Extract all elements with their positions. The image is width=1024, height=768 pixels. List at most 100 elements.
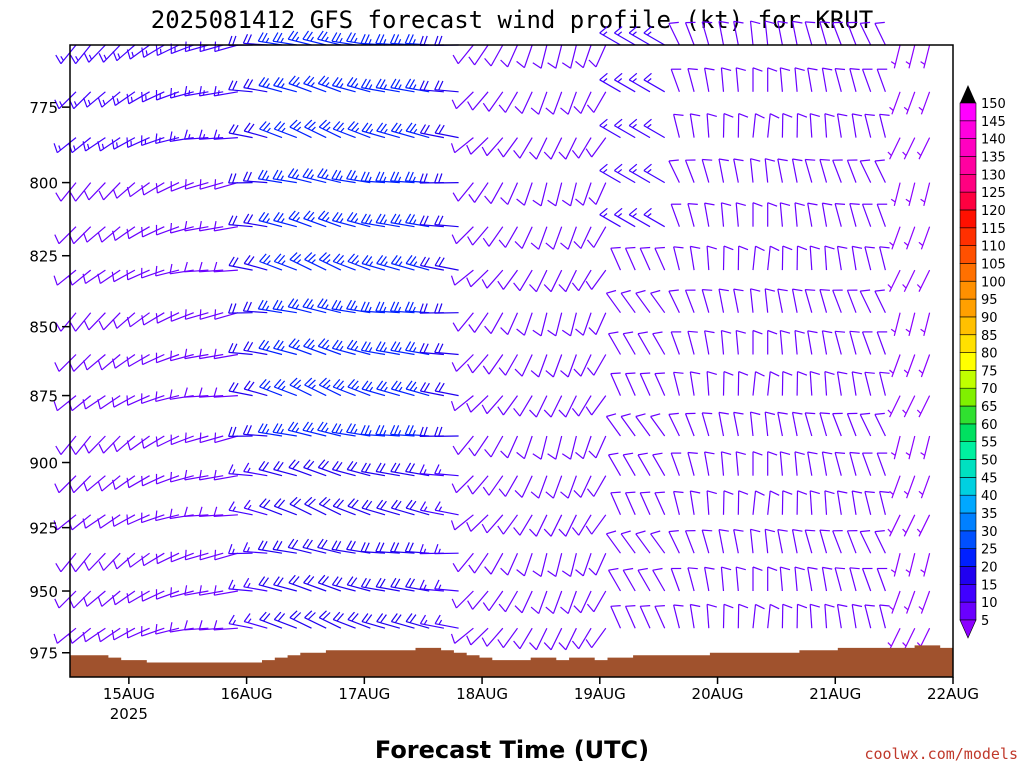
colorbar-segment xyxy=(959,352,977,371)
wind-barb xyxy=(466,514,489,532)
wind-barb xyxy=(332,253,356,271)
wind-barb xyxy=(452,312,474,332)
wind-barb xyxy=(242,171,268,184)
credit-link[interactable]: coolwx.com/models xyxy=(864,745,1018,763)
wind-barb xyxy=(547,553,563,577)
wind-barb xyxy=(781,245,793,271)
wind-barb xyxy=(836,603,848,629)
wind-barb xyxy=(126,395,150,406)
wind-barb xyxy=(434,544,459,555)
wind-barb xyxy=(112,312,136,329)
wind-barb xyxy=(83,44,106,63)
wind-barb xyxy=(450,269,474,286)
wind-barb xyxy=(126,353,150,368)
wind-barb xyxy=(905,435,916,460)
wind-barb xyxy=(317,210,342,228)
wind-barb xyxy=(781,113,793,138)
wind-barb xyxy=(390,577,415,592)
wind-barb xyxy=(331,576,356,592)
wind-barb xyxy=(733,529,744,554)
wind-barb xyxy=(735,202,746,227)
wind-barb xyxy=(599,118,621,139)
wind-barb xyxy=(213,348,239,360)
colorbar-label: 85 xyxy=(981,329,998,344)
wind-barb xyxy=(887,137,901,160)
wind-barb xyxy=(54,226,77,245)
wind-barb xyxy=(405,255,430,271)
wind-barb xyxy=(543,627,563,651)
wind-barb xyxy=(361,499,386,516)
wind-barb xyxy=(302,538,327,554)
wind-barb xyxy=(184,309,209,320)
wind-barb xyxy=(466,137,489,155)
x-tick-label: 20AUG xyxy=(692,685,744,703)
wind-barb xyxy=(304,377,327,397)
wind-barb xyxy=(468,312,489,333)
colorbar-segment xyxy=(959,583,977,603)
wind-barb xyxy=(169,389,194,400)
wind-barb xyxy=(183,261,209,273)
wind-barb xyxy=(360,542,386,554)
wind-barb xyxy=(650,413,666,437)
wind-barb xyxy=(532,553,548,577)
wind-barb xyxy=(257,169,283,184)
wind-barb xyxy=(543,514,563,537)
wind-barb xyxy=(889,354,901,378)
wind-barb xyxy=(405,78,430,93)
wind-barb xyxy=(497,269,518,290)
wind-barb xyxy=(318,610,342,629)
wind-barb xyxy=(794,67,805,92)
colorbar-label: 30 xyxy=(981,525,998,540)
wind-barb xyxy=(890,435,901,460)
wind-barb xyxy=(390,499,415,516)
wind-barb xyxy=(529,395,548,418)
wind-barb xyxy=(69,552,92,573)
wind-barb xyxy=(228,303,253,314)
wind-barb xyxy=(243,577,268,592)
wind-barb xyxy=(821,67,833,92)
wind-barb xyxy=(588,44,607,68)
x-tick-label: 18AUG xyxy=(456,685,508,703)
wind-barb xyxy=(500,182,519,205)
wind-barb xyxy=(228,173,253,184)
wind-barb xyxy=(375,542,400,554)
wind-barb xyxy=(199,179,224,190)
wind-barb xyxy=(242,424,268,437)
wind-barb xyxy=(83,435,106,454)
wind-barb xyxy=(824,371,835,396)
terrain-layer xyxy=(70,645,953,677)
wind-barb xyxy=(141,267,165,279)
wind-barb xyxy=(586,354,607,376)
colorbar-segment xyxy=(959,423,977,442)
wind-barb xyxy=(273,121,298,139)
wind-barb xyxy=(794,330,805,355)
wind-barb xyxy=(781,603,793,629)
wind-barb xyxy=(317,30,342,46)
wind-barb xyxy=(213,220,239,232)
wind-barb xyxy=(861,331,873,355)
wind-barb xyxy=(482,354,504,375)
wind-barb xyxy=(288,75,312,93)
wind-barb xyxy=(851,245,863,271)
wind-barb xyxy=(610,372,622,396)
colorbar-segment xyxy=(959,156,977,175)
wind-barb xyxy=(141,226,165,238)
wind-barb xyxy=(450,137,474,154)
wind-barb xyxy=(228,343,253,356)
wind-barb xyxy=(902,269,916,292)
wind-barb xyxy=(916,395,931,418)
wind-barb xyxy=(836,113,848,138)
wind-barb xyxy=(434,579,459,592)
wind-barb xyxy=(689,245,701,271)
wind-barb xyxy=(482,226,504,247)
wind-barb xyxy=(918,354,931,378)
wind-barb xyxy=(639,246,651,271)
wind-barb xyxy=(484,312,504,334)
wind-barb xyxy=(571,395,592,417)
wind-barb xyxy=(861,203,873,227)
wind-barb xyxy=(170,181,194,192)
wind-barb xyxy=(514,590,533,614)
wind-barb xyxy=(198,387,224,398)
wind-barb xyxy=(670,331,682,355)
wind-barb xyxy=(272,540,297,554)
